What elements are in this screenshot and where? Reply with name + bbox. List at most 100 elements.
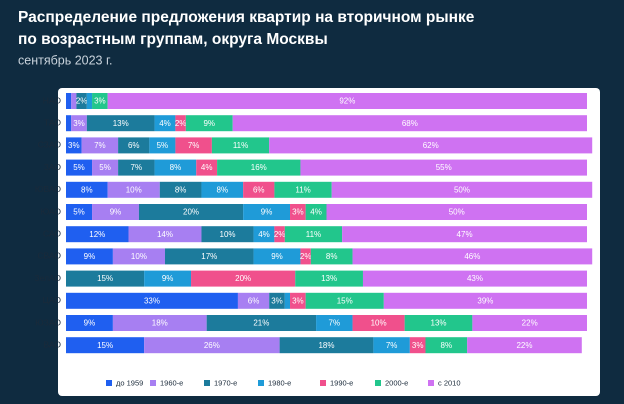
data-label: 3%: [271, 296, 283, 305]
bar-segment: [66, 337, 145, 354]
legend-swatch: [150, 380, 156, 386]
legend-label: 2000-е: [385, 378, 408, 387]
data-label: 55%: [436, 163, 452, 172]
legend-label: 1980-е: [268, 378, 291, 387]
y-tick-label: ЦАО: [43, 295, 62, 305]
bar-segment: [201, 226, 254, 243]
data-label: 9%: [261, 208, 273, 217]
bar-segment: [472, 315, 587, 331]
data-label: 3%: [412, 341, 424, 350]
data-label: 26%: [204, 341, 220, 350]
bar-segment: [76, 93, 87, 109]
data-label: 6%: [253, 185, 265, 194]
bar-segment: [290, 292, 306, 309]
legend-swatch: [204, 380, 210, 386]
data-label: 39%: [477, 296, 493, 305]
data-label: 12%: [89, 230, 105, 239]
bar-segment: [92, 159, 119, 176]
data-label: 20%: [235, 274, 251, 283]
data-label: 50%: [454, 185, 470, 194]
data-label: 11%: [306, 230, 321, 239]
data-label: 13%: [431, 319, 447, 328]
data-label: 7%: [94, 141, 106, 150]
bar-segment: [107, 181, 160, 198]
bar-segment: [149, 137, 176, 154]
bar-segment: [253, 248, 301, 265]
legend-label: с 2010: [438, 378, 461, 387]
data-label: 50%: [449, 208, 465, 217]
bar-segment: [232, 115, 587, 132]
data-label: 13%: [113, 119, 129, 128]
bar-segment: [128, 226, 202, 243]
bar-segment: [138, 204, 244, 220]
bar-segment: [409, 337, 426, 354]
data-label: 68%: [402, 119, 418, 128]
bar-segment: [326, 204, 587, 220]
bar-segment: [269, 292, 285, 309]
bar-segment: [144, 337, 280, 354]
data-label: 10%: [126, 185, 142, 194]
bar-segment: [175, 115, 186, 132]
bar-segment: [164, 248, 254, 265]
y-tick-label: ЗАО: [44, 162, 62, 172]
bar-segment: [107, 93, 588, 109]
data-label: 3%: [94, 97, 106, 106]
bar-segment: [175, 137, 212, 154]
data-label: 18%: [152, 319, 168, 328]
bar-segment: [295, 270, 363, 287]
chart-title: по возрастным группам, округа Москвы: [18, 31, 328, 48]
chart-subtitle: сентябрь 2023 г.: [18, 53, 112, 67]
bar-segment: [290, 204, 306, 220]
bar-segment: [66, 315, 113, 331]
data-label: 8%: [441, 341, 453, 350]
bar-segment: [269, 137, 593, 154]
data-label: 43%: [467, 274, 483, 283]
data-label: 2%: [300, 252, 312, 261]
bar-segment: [66, 226, 129, 243]
bar-segment: [66, 292, 238, 309]
y-tick-label: СЗАО: [38, 140, 62, 150]
data-label: 7%: [329, 319, 341, 328]
bar-segment: [86, 93, 93, 109]
bar-segment: [284, 226, 343, 243]
data-label: 2%: [175, 119, 187, 128]
bar-segment: [92, 204, 139, 220]
y-tick-label: ЮВАО: [35, 184, 61, 194]
data-label: 20%: [183, 208, 199, 217]
bar-segment: [352, 315, 405, 331]
bar-segment: [243, 181, 275, 198]
data-label: 8%: [81, 185, 93, 194]
bar-segment: [81, 137, 119, 154]
bar-segment: [118, 159, 155, 176]
bar-segment: [71, 115, 87, 132]
data-label: 8%: [217, 185, 229, 194]
legend-swatch: [375, 380, 381, 386]
data-label: 9%: [271, 252, 283, 261]
data-label: 9%: [162, 274, 174, 283]
bar-segment: [118, 137, 150, 154]
legend-swatch: [320, 380, 326, 386]
bar-segment: [383, 292, 587, 309]
bar-segment: [211, 137, 270, 154]
legend-swatch: [428, 380, 434, 386]
bar-segment: [300, 248, 311, 265]
bar-segment: [191, 270, 296, 287]
bar-segment: [279, 337, 374, 354]
data-label: 3%: [292, 296, 304, 305]
data-label: 5%: [99, 163, 111, 172]
data-label: 16%: [251, 163, 267, 172]
data-label: 9%: [84, 319, 96, 328]
data-label: 21%: [253, 319, 269, 328]
bar-segment: [305, 292, 384, 309]
bar-segment: [467, 337, 582, 354]
data-label: 8%: [175, 185, 187, 194]
brand: Домклик: [522, 374, 575, 388]
data-label: 4%: [159, 119, 171, 128]
bar-segment: [201, 181, 244, 198]
data-label: 10%: [220, 230, 236, 239]
data-label: 3%: [73, 119, 85, 128]
data-label: 15%: [337, 296, 353, 305]
bar-segment: [316, 315, 353, 331]
data-label: 6%: [128, 141, 140, 150]
bar-segment: [66, 137, 82, 154]
